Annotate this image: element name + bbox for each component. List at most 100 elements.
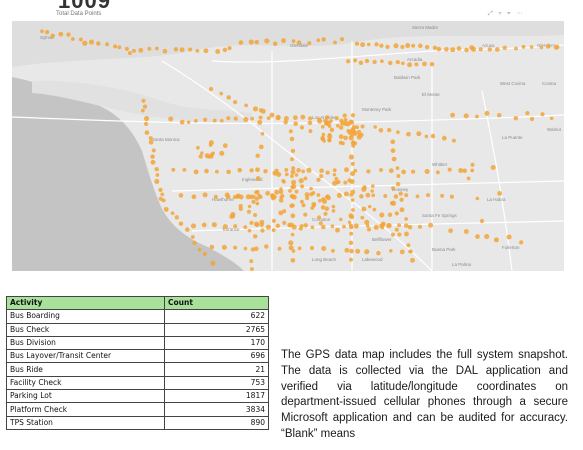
map-label-long-beach: Long Beach: [312, 257, 337, 262]
gps-point: [140, 108, 145, 113]
gps-point: [230, 214, 236, 219]
gps-point: [343, 191, 349, 197]
gps-point: [450, 112, 456, 118]
gps-point: [182, 168, 187, 172]
gps-point: [344, 167, 349, 173]
gps-point: [521, 44, 526, 49]
pin-icon[interactable]: ⌖: [507, 11, 513, 17]
gps-point: [282, 209, 287, 214]
gps-point: [447, 167, 452, 172]
gps-point: [344, 247, 350, 253]
gps-point: [404, 231, 409, 237]
total-data-points-label: Total Data Points: [56, 11, 102, 17]
gps-point: [331, 204, 336, 209]
gps-point: [253, 212, 258, 218]
gps-point: [393, 43, 399, 49]
gps-point: [291, 183, 297, 190]
gps-point: [266, 116, 271, 120]
gps-point: [355, 125, 360, 130]
gps-point: [387, 127, 392, 133]
activity-cell: Bus Division: [6, 335, 165, 351]
gps-point: [336, 180, 341, 184]
table-header-row: Activity Count: [6, 295, 269, 311]
gps-point: [150, 159, 156, 165]
gps-point: [290, 257, 296, 263]
gps-point: [364, 249, 370, 255]
gps-point: [379, 168, 383, 172]
gps-point: [376, 250, 381, 256]
gps-point: [383, 194, 388, 198]
gps-point: [260, 108, 266, 114]
gps-point: [127, 51, 132, 56]
gps-point: [395, 166, 400, 170]
gps-point: [356, 129, 362, 135]
gps-point: [342, 224, 346, 229]
gps-point: [365, 223, 370, 228]
gps-point: [203, 48, 209, 54]
gps-point: [305, 195, 310, 201]
gps-point: [356, 134, 362, 140]
gps-point: [422, 61, 427, 67]
gps-point: [200, 151, 204, 155]
gps-point: [391, 156, 397, 162]
gps-point: [288, 223, 292, 228]
gps-point: [272, 41, 278, 47]
map-label-hawthorne: Hawthorne: [212, 197, 234, 202]
gps-point: [303, 212, 308, 217]
gps-point: [441, 135, 447, 141]
gps-point: [448, 228, 453, 234]
gps-point: [158, 196, 163, 201]
gps-point: [290, 169, 296, 175]
gps-point: [309, 192, 314, 197]
gps-point: [258, 115, 263, 120]
gps-point: [264, 244, 269, 249]
gps-point: [387, 212, 393, 218]
count-cell: 3834: [164, 402, 269, 417]
gps-point: [310, 225, 315, 230]
gps-point: [222, 143, 228, 149]
gps-point: [358, 60, 364, 66]
gps-point: [298, 178, 304, 184]
gps-point: [380, 59, 384, 64]
gps-point: [328, 119, 333, 124]
gps-point: [257, 193, 261, 198]
gps-point: [296, 168, 301, 173]
gps-point: [335, 123, 340, 128]
map-label-baldwin-park: Baldwin Park: [394, 75, 421, 80]
gps-point: [497, 191, 502, 196]
gps-point: [364, 58, 370, 64]
gps-point: [311, 203, 316, 208]
gps-point: [219, 118, 224, 123]
gps-point: [317, 118, 323, 124]
gps-point: [275, 223, 281, 229]
gps-point: [202, 251, 208, 257]
gps-point: [338, 125, 344, 130]
gps-point: [271, 218, 276, 223]
gps-point: [316, 193, 321, 197]
gps-point: [210, 260, 216, 266]
gps-point: [294, 189, 299, 194]
gps-point: [276, 172, 282, 177]
gps-point: [96, 41, 101, 46]
gps-point: [430, 133, 436, 139]
expand-icon[interactable]: ⤢: [488, 11, 495, 17]
activity-cell: Bus Boarding: [6, 309, 165, 324]
more-icon[interactable]: ⋯: [516, 11, 525, 17]
gps-point: [40, 29, 44, 34]
gps-point: [78, 37, 83, 42]
gps-point: [283, 115, 289, 122]
count-column-header: Count: [164, 295, 269, 311]
gps-point: [475, 114, 479, 119]
gps-point: [198, 154, 203, 159]
gps-point: [233, 245, 238, 250]
count-cell: 696: [164, 349, 269, 364]
filter-icon[interactable]: ▿: [498, 11, 504, 17]
gps-point: [316, 177, 321, 183]
gps-point: [191, 194, 197, 200]
gps-point: [226, 116, 231, 121]
gps-point: [186, 120, 191, 125]
gps-point: [351, 208, 355, 212]
gps-point: [338, 140, 343, 145]
gps-point: [113, 44, 118, 49]
